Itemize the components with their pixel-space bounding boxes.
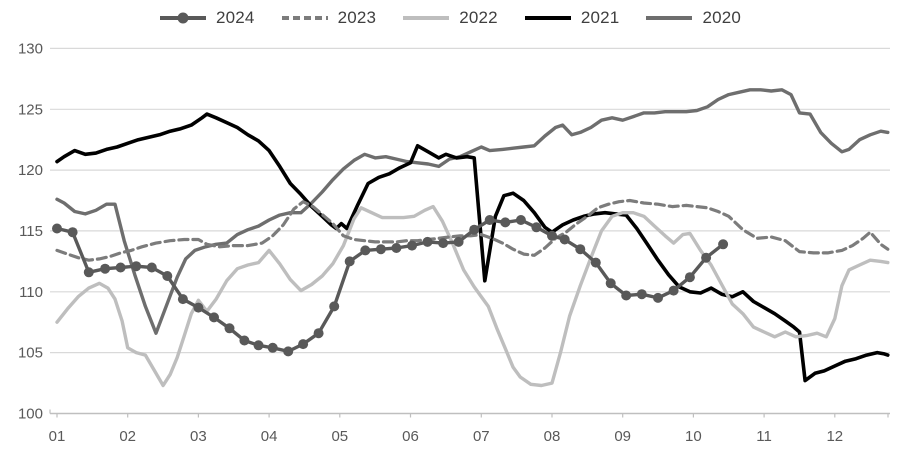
legend-label-2020: 2020	[702, 8, 742, 27]
series-2024-marker	[636, 289, 647, 300]
series-2024-marker	[131, 261, 142, 272]
series-2024-marker	[547, 230, 557, 241]
x-axis-label-09: 09	[614, 428, 631, 445]
x-axis-label-06: 06	[402, 428, 419, 445]
series-2020-line	[55, 88, 890, 335]
chart-legend: 2024 2023 2022 2021 2020	[0, 4, 900, 32]
series-2024-marker	[298, 339, 309, 350]
series-2024-marker	[162, 271, 173, 281]
series-2022-line	[55, 204, 890, 388]
x-axis-label-10: 10	[685, 428, 702, 445]
series-2024-marker	[283, 346, 294, 357]
series-2024-marker	[267, 342, 278, 353]
legend-label-2022: 2022	[459, 8, 498, 27]
series-2024-marker	[100, 263, 111, 274]
series-2024-marker	[469, 224, 480, 235]
legend-label-2024: 2024	[215, 8, 255, 27]
series-2024-marker	[391, 243, 402, 253]
series-2024-marker	[621, 290, 632, 301]
legend-item-2023: 2023	[281, 8, 377, 28]
series-2024-marker	[177, 294, 188, 305]
series-2024-marker	[329, 301, 340, 312]
legend-swatch-2021	[524, 16, 571, 20]
series-2024-marker	[67, 227, 78, 238]
legend-label-2023: 2023	[337, 8, 377, 27]
series-2024-marker	[531, 222, 542, 233]
series-2024-marker	[701, 252, 712, 263]
series-2024-marker	[684, 272, 695, 283]
y-axis-label-120: 120	[18, 162, 43, 179]
series-2024-marker	[668, 285, 679, 296]
x-axis-label-08: 08	[544, 428, 561, 445]
series-2024-marker	[253, 340, 264, 351]
series-2024-marker	[83, 267, 94, 278]
series-2023-line	[55, 198, 890, 262]
series-2024-marker	[360, 245, 371, 256]
series-2024-marker	[453, 236, 464, 247]
series-2024-marker	[718, 239, 729, 250]
legend-swatch-2023	[281, 16, 328, 20]
series-2024-marker	[193, 302, 204, 313]
legend-swatch-2022	[403, 16, 450, 20]
series-2024-marker	[344, 256, 355, 267]
series-2024-marker	[115, 262, 126, 273]
series-2024-marker	[407, 240, 417, 251]
legend-item-2024: 2024	[159, 8, 255, 28]
series-2024-marker	[653, 292, 663, 303]
x-axis-label-02: 02	[119, 428, 136, 445]
series-2024-marker	[209, 312, 219, 323]
x-axis-label-12: 12	[826, 428, 843, 445]
series-2024-marker	[590, 257, 601, 268]
series-2024-marker	[484, 215, 495, 225]
series-2021-line	[55, 112, 890, 383]
y-axis-label-110: 110	[19, 284, 43, 301]
series-2024-marker	[422, 236, 433, 247]
legend-swatch-2020	[646, 16, 693, 20]
y-axis-label-100: 100	[18, 406, 43, 423]
legend-item-2020: 2020	[645, 8, 741, 28]
series-2024-marker	[500, 217, 511, 228]
y-axis-label-125: 125	[18, 101, 43, 118]
legend-item-2021: 2021	[524, 8, 620, 28]
series-2024-marker	[146, 262, 157, 273]
legend-label-2021: 2021	[580, 8, 620, 27]
y-axis-label-130: 130	[18, 40, 43, 57]
legend-swatch-2024	[159, 12, 206, 24]
y-axis-label-115: 115	[19, 223, 43, 240]
series-2024-marker	[52, 223, 62, 234]
series-2024-marker	[313, 328, 324, 339]
series-2024-marker	[239, 335, 250, 346]
series-2024-marker	[224, 323, 235, 334]
series-2024-marker	[515, 215, 526, 225]
legend-item-2022: 2022	[402, 8, 498, 28]
x-axis-label-03: 03	[190, 428, 207, 445]
series-2024-marker	[438, 238, 449, 249]
series-2024-marker	[575, 244, 586, 255]
series-2024-marker	[559, 234, 570, 245]
x-axis-label-01: 01	[49, 428, 66, 445]
x-axis-label-07: 07	[473, 428, 490, 445]
series-2024-marker	[605, 278, 616, 289]
series-2024-marker	[375, 244, 386, 255]
x-axis-label-11: 11	[756, 428, 772, 445]
y-axis-label-105: 105	[18, 345, 43, 362]
x-axis-label-04: 04	[261, 428, 278, 445]
x-axis-label-05: 05	[331, 428, 348, 445]
